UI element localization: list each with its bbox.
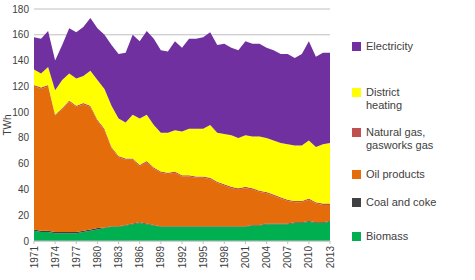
x-tick <box>118 241 119 244</box>
x-tick-label: 2001 <box>240 246 251 269</box>
x-tick-label: 2007 <box>282 246 293 269</box>
y-tick-label: 100 <box>12 107 29 118</box>
x-tick <box>182 241 183 244</box>
legend-label: Biomass <box>366 230 437 243</box>
y-tick-label: 80 <box>18 132 30 143</box>
x-tick-label: 1986 <box>134 246 145 269</box>
x-tick <box>245 241 246 244</box>
legend-swatch <box>352 128 361 137</box>
x-tick-label: 1980 <box>92 246 103 269</box>
y-tick-label: 120 <box>12 81 29 92</box>
legend-label: Coal and coke <box>366 196 437 209</box>
x-tick <box>330 241 331 244</box>
x-tick-label: 1983 <box>113 246 124 269</box>
legend-swatch <box>352 170 361 179</box>
x-tick <box>287 241 288 244</box>
x-tick-label: 1974 <box>50 246 61 269</box>
legend-swatch <box>352 42 361 51</box>
areas <box>34 18 330 241</box>
x-tick-label: 1995 <box>198 246 209 269</box>
y-tick-label: 40 <box>18 184 30 195</box>
x-tick <box>55 241 56 244</box>
x-tick-label: 1992 <box>177 246 188 269</box>
x-tick <box>224 241 225 244</box>
legend-label: Natural gas, gasworks gas <box>366 126 437 152</box>
x-tick <box>308 241 309 244</box>
legend-label: Oil products <box>366 168 437 181</box>
grid-line <box>34 9 330 10</box>
x-tick-label: 2010 <box>303 246 314 269</box>
y-tick-label: 0 <box>23 236 29 247</box>
x-tick-label: 2004 <box>261 246 272 269</box>
x-tick <box>97 241 98 244</box>
x-tick-label: 1971 <box>29 246 40 269</box>
x-tick <box>160 241 161 244</box>
x-tick <box>139 241 140 244</box>
x-tick <box>266 241 267 244</box>
legend-label: Electricity <box>366 40 437 53</box>
legend-swatch <box>352 198 361 207</box>
x-tick-label: 2013 <box>325 246 336 269</box>
legend-swatch <box>352 88 361 97</box>
y-tick-label: 60 <box>18 158 30 169</box>
x-tick <box>203 241 204 244</box>
y-axis-label: TWh <box>2 114 13 135</box>
y-tick-label: 180 <box>12 4 29 15</box>
legend-label: District heating <box>366 86 437 112</box>
area <box>34 18 330 147</box>
y-tick-label: 160 <box>12 29 29 40</box>
legend-swatch <box>352 232 361 241</box>
x-tick-label: 1989 <box>155 246 166 269</box>
x-tick <box>34 241 35 244</box>
x-tick-label: 1998 <box>219 246 230 269</box>
y-tick-label: 20 <box>18 210 30 221</box>
x-tick <box>76 241 77 244</box>
y-tick-label: 140 <box>12 55 29 66</box>
x-tick-label: 1977 <box>71 246 82 269</box>
